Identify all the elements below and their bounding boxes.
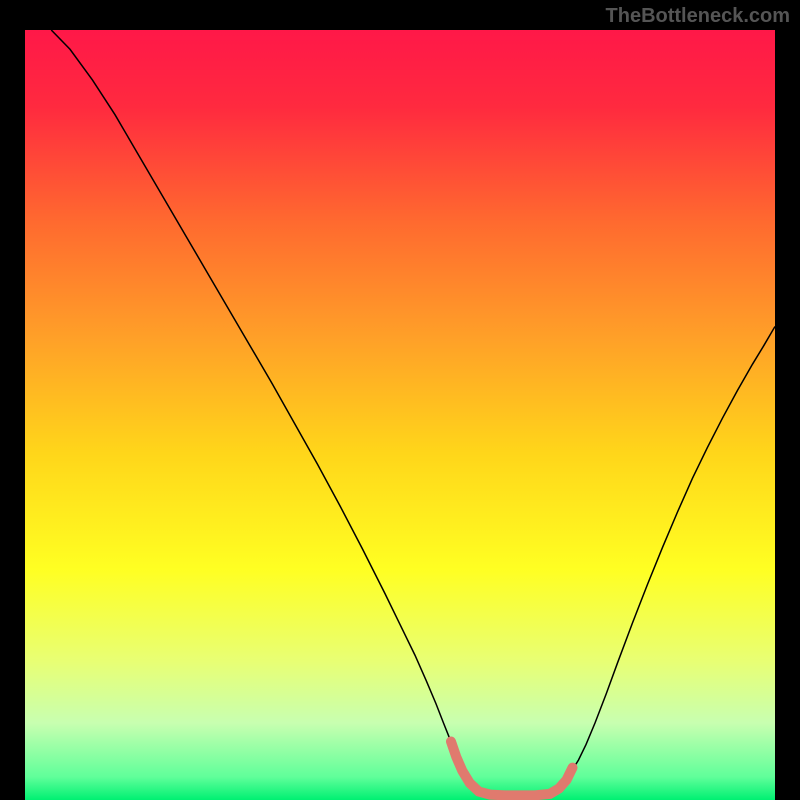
- plot-area: [25, 30, 775, 800]
- watermark-label: TheBottleneck.com: [606, 5, 790, 28]
- canvas-root: TheBottleneck.com: [0, 0, 800, 800]
- plot-svg: [25, 30, 775, 800]
- gradient-background: [25, 30, 775, 800]
